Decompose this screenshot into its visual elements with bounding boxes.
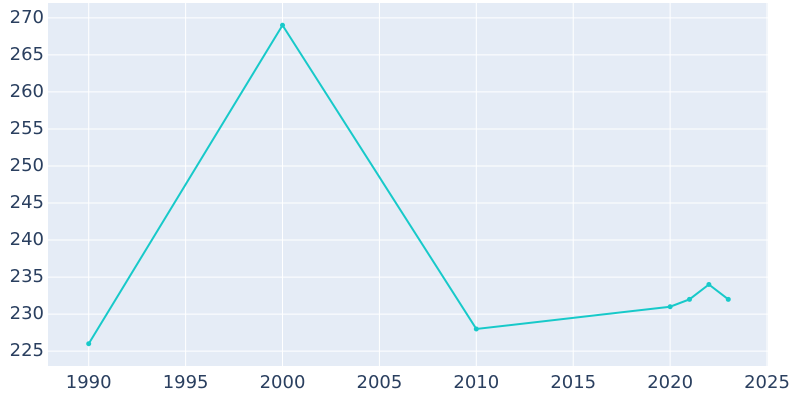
x-tick-label: 2000: [260, 372, 306, 393]
x-tick-label: 2025: [744, 372, 790, 393]
point: [667, 304, 673, 310]
x-tick-label: 2015: [550, 372, 596, 393]
x-tick-label: 1995: [163, 372, 209, 393]
y-tick-label: 240: [10, 229, 44, 250]
point: [706, 282, 712, 288]
y-tick-label: 235: [10, 266, 44, 287]
point: [687, 296, 693, 302]
y-tick-label: 260: [10, 81, 44, 102]
x-tick-label: 2020: [647, 372, 693, 393]
x-tick-label: 2010: [453, 372, 499, 393]
y-tick-label: 225: [10, 340, 44, 361]
point: [280, 22, 286, 28]
x-tick-label: 2005: [357, 372, 403, 393]
y-tick-label: 230: [10, 303, 44, 324]
x-tick-label: 1990: [66, 372, 112, 393]
y-tick-label: 250: [10, 155, 44, 176]
point: [473, 326, 479, 332]
plot-area: [48, 3, 768, 366]
y-tick-label: 245: [10, 192, 44, 213]
y-tick-label: 270: [10, 7, 44, 28]
y-tick-label: 265: [10, 44, 44, 65]
point: [86, 341, 92, 347]
y-tick-label: 255: [10, 118, 44, 139]
point: [725, 296, 731, 302]
